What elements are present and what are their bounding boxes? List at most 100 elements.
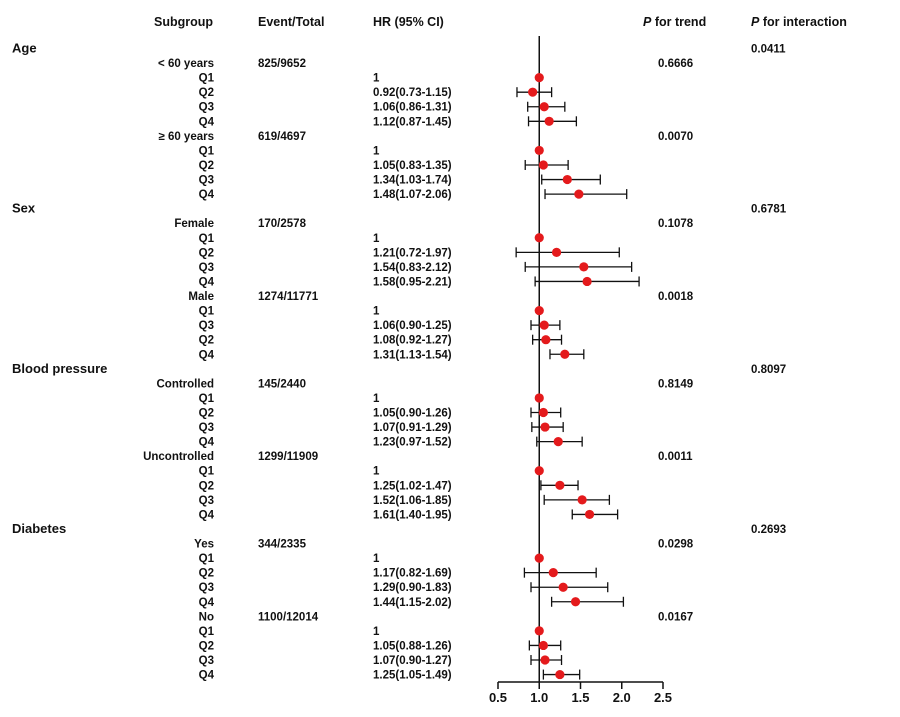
- hr-ci-value: 1.07(0.91-1.29): [373, 422, 452, 434]
- hr-ci-value: 1.06(0.86-1.31): [373, 102, 452, 114]
- hr-point: [534, 233, 544, 243]
- quartile-label: Q2: [199, 568, 214, 580]
- hr-ci-value: 1.61(1.40-1.95): [373, 509, 452, 521]
- quartile-label: Q1: [199, 553, 215, 565]
- hr-point: [534, 466, 544, 476]
- plot-area: [515, 36, 640, 682]
- event-total-value: 825/9652: [258, 58, 306, 70]
- hr-point: [534, 553, 544, 563]
- p-interaction-value: 0.0411: [751, 44, 786, 56]
- hr-point: [574, 189, 584, 199]
- hr-ci-value: 1.05(0.83-1.35): [373, 160, 452, 172]
- hr-ci-value: 1.48(1.07-2.06): [373, 189, 452, 201]
- x-axis: 0.5 1.0 1.5 2.0 2.5: [489, 681, 672, 705]
- subgroup-label: Uncontrolled: [143, 451, 214, 463]
- subgroup-label: Controlled: [157, 378, 215, 390]
- hr-point: [538, 160, 548, 170]
- header-event-total: Event/Total: [258, 15, 324, 29]
- hr-point: [555, 669, 565, 680]
- x-tick-label: 0.5: [489, 690, 507, 705]
- hr-ci-value: 1.12(0.87-1.45): [373, 116, 452, 128]
- table-header: Subgroup Event/Total HR (95% CI) P for t…: [154, 15, 847, 29]
- quartile-label: Q3: [199, 495, 214, 507]
- hr-ci-value: 1.17(0.82-1.69): [373, 568, 452, 580]
- table-rows: Age 0.0411 < 60 years 825/9652 0.6666 Q1 1 Q2 0.…: [12, 41, 787, 682]
- hr-ci-value: 1.34(1.03-1.74): [373, 175, 452, 187]
- hr-point: [540, 655, 550, 665]
- p-trend-value: 0.0011: [658, 451, 693, 463]
- header-p-interaction: P for interaction: [751, 15, 847, 29]
- hr-point: [534, 626, 544, 636]
- hr-point: [534, 145, 544, 156]
- p-interaction-value: 0.2693: [751, 524, 786, 536]
- group-label: Diabetes: [12, 521, 66, 536]
- hr-point: [538, 407, 548, 418]
- hr-point: [540, 422, 550, 432]
- subgroup-label: ≥ 60 years: [158, 131, 214, 143]
- quartile-label: Q2: [199, 640, 214, 652]
- hr-point: [534, 73, 544, 83]
- p-trend-value: 0.1078: [658, 218, 694, 230]
- subgroup-label: < 60 years: [158, 58, 214, 70]
- hr-ci-value: 1.21(0.72-1.97): [373, 247, 452, 259]
- header-subgroup: Subgroup: [154, 15, 213, 29]
- hr-point: [541, 335, 551, 345]
- hr-ci-value: 1.29(0.90-1.83): [373, 582, 452, 594]
- hr-ci-value: 1: [373, 553, 380, 565]
- quartile-label: Q1: [199, 145, 215, 157]
- event-total-value: 170/2578: [258, 218, 307, 230]
- hr-point: [534, 393, 544, 403]
- hr-point: [570, 597, 581, 607]
- header-p-inter-rest: for interaction: [759, 15, 847, 29]
- quartile-label: Q4: [199, 189, 215, 201]
- hr-point: [577, 495, 587, 505]
- x-tick-label: 2.5: [654, 690, 672, 705]
- p-trend-value: 0.0070: [658, 131, 693, 143]
- event-total-value: 1299/11909: [258, 451, 318, 463]
- subgroup-label: Yes: [194, 539, 214, 551]
- quartile-label: Q1: [199, 466, 215, 478]
- quartile-label: Q4: [199, 276, 215, 288]
- hr-point: [528, 87, 538, 97]
- quartile-label: Q4: [199, 349, 215, 361]
- quartile-label: Q4: [199, 509, 215, 521]
- subgroup-label: Female: [174, 218, 214, 230]
- hr-ci-value: 1.06(0.90-1.25): [373, 320, 452, 332]
- p-trend-value: 0.0018: [658, 291, 694, 303]
- hr-ci-value: 1.05(0.90-1.26): [373, 408, 452, 420]
- hr-ci-value: 1.07(0.90-1.27): [373, 655, 452, 667]
- p-interaction-value: 0.8097: [751, 364, 786, 376]
- quartile-label: Q1: [199, 626, 215, 638]
- event-total-value: 1100/12014: [258, 611, 319, 623]
- hr-ci-value: 1: [373, 145, 380, 157]
- hr-ci-value: 1: [373, 233, 380, 245]
- hr-point: [551, 247, 562, 257]
- quartile-label: Q4: [199, 670, 215, 682]
- x-tick-label: 1.0: [530, 690, 548, 705]
- hr-ci-value: 1.25(1.05-1.49): [373, 670, 452, 682]
- header-p-inter-p: P: [751, 15, 760, 29]
- group-label: Sex: [12, 201, 36, 216]
- event-total-value: 344/2335: [258, 539, 307, 551]
- quartile-label: Q4: [199, 437, 215, 449]
- hr-ci-value: 1: [373, 466, 380, 478]
- hr-point: [539, 320, 549, 330]
- hr-ci-value: 1.05(0.88-1.26): [373, 640, 452, 652]
- header-hr-ci: HR (95% CI): [373, 15, 444, 29]
- hr-point: [584, 509, 595, 520]
- quartile-label: Q3: [199, 655, 214, 667]
- quartile-label: Q3: [199, 262, 214, 274]
- header-p-trend-rest: for trend: [651, 15, 706, 29]
- p-interaction-value: 0.6781: [751, 204, 787, 216]
- hr-point: [558, 582, 568, 592]
- quartile-label: Q2: [199, 480, 214, 492]
- hr-ci-value: 1.25(1.02-1.47): [373, 480, 452, 492]
- hr-point: [555, 480, 565, 490]
- quartile-label: Q2: [199, 335, 214, 347]
- quartile-label: Q3: [199, 102, 214, 114]
- event-total-value: 619/4697: [258, 131, 306, 143]
- header-p-trend-p: P: [643, 15, 652, 29]
- quartile-label: Q4: [199, 116, 215, 128]
- quartile-label: Q3: [199, 320, 214, 332]
